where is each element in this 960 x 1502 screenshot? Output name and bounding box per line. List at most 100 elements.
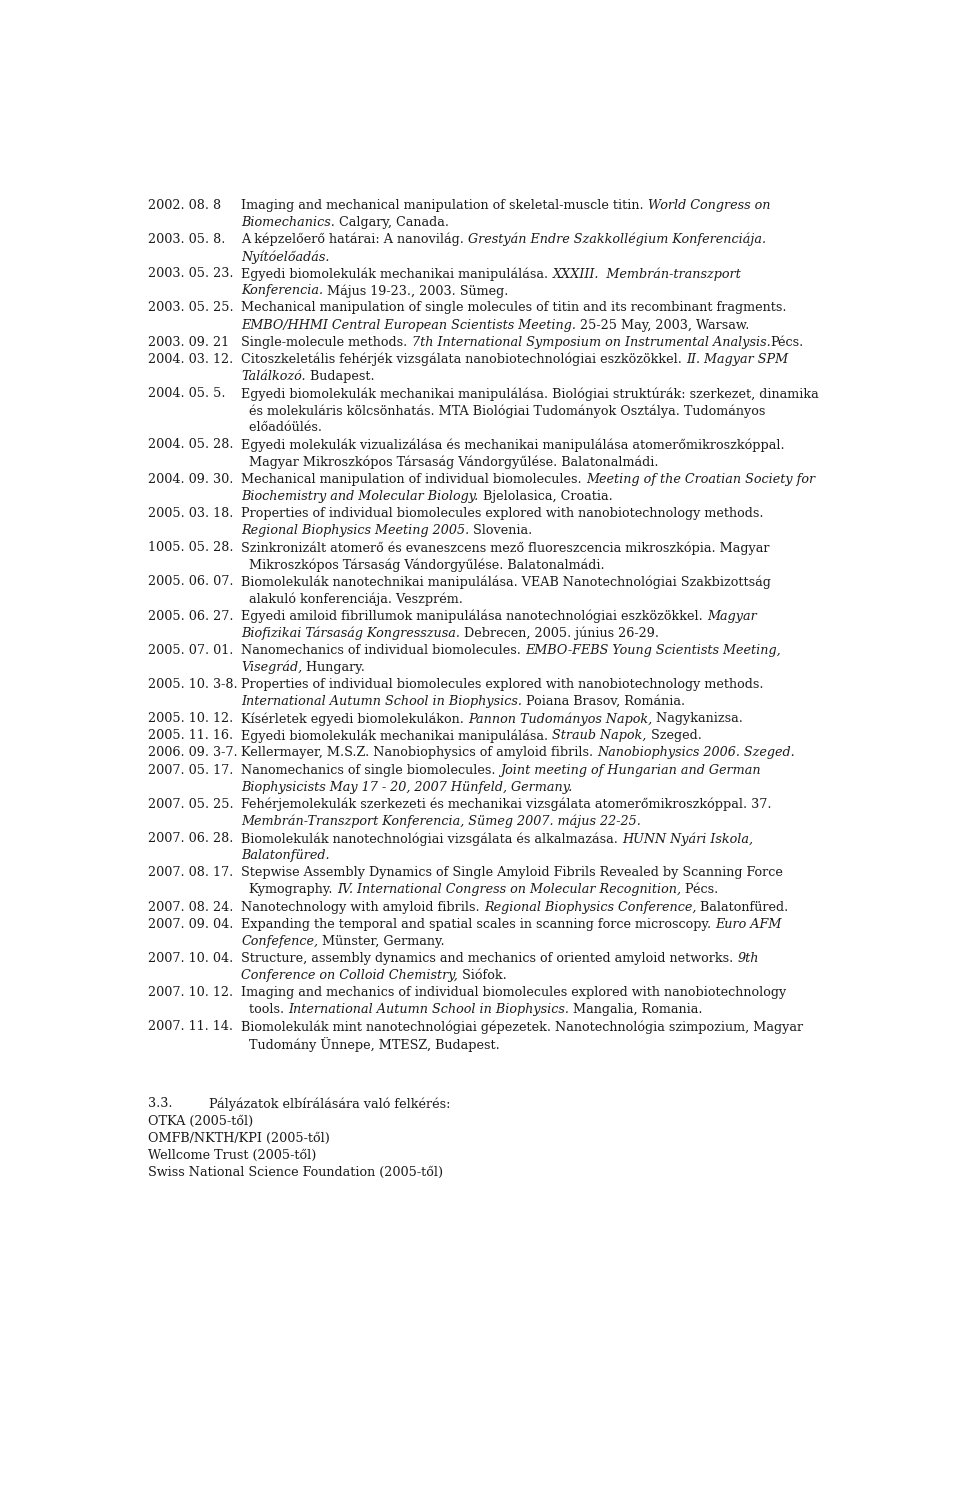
Text: Magyar: Magyar (707, 610, 756, 622)
Text: előadóülés.: előadóülés. (241, 421, 323, 434)
Text: Straub Napok,: Straub Napok, (552, 730, 647, 742)
Text: Single-molecule methods.: Single-molecule methods. (241, 335, 412, 348)
Text: Pannon Tudományos Napok,: Pannon Tudományos Napok, (468, 712, 652, 725)
Text: OMFB/NKTH/KPI (2005-től): OMFB/NKTH/KPI (2005-től) (148, 1131, 330, 1145)
Text: Expanding the temporal and spatial scales in scanning force microscopy.: Expanding the temporal and spatial scale… (241, 918, 715, 931)
Text: Stepwise Assembly Dynamics of Single Amyloid Fibrils Revealed by Scanning Force: Stepwise Assembly Dynamics of Single Amy… (241, 867, 783, 879)
Text: Egyedi biomolekulák mechanikai manipulálása.: Egyedi biomolekulák mechanikai manipulál… (241, 730, 552, 743)
Text: Swiss National Science Foundation (2005-től): Swiss National Science Foundation (2005-… (148, 1166, 444, 1179)
Text: Nanotechnology with amyloid fibrils.: Nanotechnology with amyloid fibrils. (241, 901, 484, 913)
Text: Mechanical manipulation of individual biomolecules.: Mechanical manipulation of individual bi… (241, 473, 586, 485)
Text: 2004. 09. 30.: 2004. 09. 30. (148, 473, 233, 485)
Text: Wellcome Trust (2005-től): Wellcome Trust (2005-től) (148, 1149, 317, 1161)
Text: 9th: 9th (737, 952, 759, 964)
Text: 2004. 05. 28.: 2004. 05. 28. (148, 439, 234, 452)
Text: 2002. 08. 8: 2002. 08. 8 (148, 198, 222, 212)
Text: Szinkronizált atomerő és evaneszcens mező fluoreszcencia mikroszkópia. Magyar: Szinkronizált atomerő és evaneszcens mez… (241, 541, 770, 554)
Text: 25-25 May, 2003, Warsaw.: 25-25 May, 2003, Warsaw. (576, 318, 750, 332)
Text: 2003. 05. 8.: 2003. 05. 8. (148, 233, 226, 246)
Text: Bjelolasica, Croatia.: Bjelolasica, Croatia. (478, 490, 612, 503)
Text: Biophysicists May 17 - 20, 2007 Hünfeld, Germany.: Biophysicists May 17 - 20, 2007 Hünfeld,… (241, 781, 572, 793)
Text: 2007. 06. 28.: 2007. 06. 28. (148, 832, 233, 846)
Text: II. Magyar SPM: II. Magyar SPM (686, 353, 788, 366)
Text: Imaging and mechanical manipulation of skeletal-muscle titin.: Imaging and mechanical manipulation of s… (241, 198, 648, 212)
Text: Siófok.: Siófok. (458, 969, 507, 982)
Text: 2004. 05. 5.: 2004. 05. 5. (148, 388, 226, 400)
Text: 2004. 03. 12.: 2004. 03. 12. (148, 353, 233, 366)
Text: Kísérletek egyedi biomolekulákon.: Kísérletek egyedi biomolekulákon. (241, 712, 468, 725)
Text: Május 19-23., 2003. Sümeg.: Május 19-23., 2003. Sümeg. (324, 284, 509, 297)
Text: Euro AFM: Euro AFM (715, 918, 781, 931)
Text: 2007. 11. 14.: 2007. 11. 14. (148, 1020, 233, 1033)
Text: Biomechanics.: Biomechanics. (241, 216, 335, 228)
Text: OTKA (2005-től): OTKA (2005-től) (148, 1114, 253, 1128)
Text: Joint meeting of Hungarian and German: Joint meeting of Hungarian and German (500, 763, 760, 777)
Text: 3.3.: 3.3. (148, 1098, 173, 1110)
Text: Egyedi biomolekulák mechanikai manipulálása. Biológiai struktúrák: szerkezet, di: Egyedi biomolekulák mechanikai manipulál… (241, 388, 819, 401)
Text: Visegrád,: Visegrád, (241, 661, 302, 674)
Text: Fehérjemolekulák szerkezeti és mechanikai vizsgálata atomerőmikroszkóppal. 37.: Fehérjemolekulák szerkezeti és mechanika… (241, 798, 772, 811)
Text: International Autumn School in Biophysics.: International Autumn School in Biophysic… (288, 1003, 569, 1017)
Text: tools.: tools. (241, 1003, 288, 1017)
Text: HUNN Nyári Iskola,: HUNN Nyári Iskola, (622, 832, 754, 846)
Text: 2007. 09. 04.: 2007. 09. 04. (148, 918, 233, 931)
Text: Hungary.: Hungary. (302, 661, 365, 674)
Text: Debrecen, 2005. június 26-29.: Debrecen, 2005. június 26-29. (460, 626, 660, 640)
Text: XXXIII.  Membrán-transzport: XXXIII. Membrán-transzport (552, 267, 741, 281)
Text: A képzelőerő határai: A nanovilág.: A képzelőerő határai: A nanovilág. (241, 233, 468, 246)
Text: Regional Biophysics Conference,: Regional Biophysics Conference, (484, 901, 696, 913)
Text: Regional Biophysics Meeting 2005.: Regional Biophysics Meeting 2005. (241, 524, 469, 536)
Text: 2005. 03. 18.: 2005. 03. 18. (148, 506, 233, 520)
Text: Membrán-Transzport Konferencia, Sümeg 2007. május 22-25.: Membrán-Transzport Konferencia, Sümeg 20… (241, 816, 641, 829)
Text: 2007. 05. 17.: 2007. 05. 17. (148, 763, 233, 777)
Text: Biofizikai Társaság Kongresszusa.: Biofizikai Társaság Kongresszusa. (241, 626, 460, 640)
Text: Találkozó.: Találkozó. (241, 369, 306, 383)
Text: Nanomechanics of single biomolecules.: Nanomechanics of single biomolecules. (241, 763, 500, 777)
Text: Kymography.: Kymography. (241, 883, 337, 897)
Text: Egyedi molekulák vizualizálása és mechanikai manipulálása atomerőmikroszkóppal.: Egyedi molekulák vizualizálása és mechan… (241, 439, 785, 452)
Text: World Congress on: World Congress on (648, 198, 770, 212)
Text: 2005. 06. 07.: 2005. 06. 07. (148, 575, 234, 589)
Text: IV. International Congress on Molecular Recognition,: IV. International Congress on Molecular … (337, 883, 681, 897)
Text: 2005. 10. 3-8.: 2005. 10. 3-8. (148, 677, 238, 691)
Text: alakuló konferenciája. Veszprém.: alakuló konferenciája. Veszprém. (241, 592, 463, 605)
Text: Properties of individual biomolecules explored with nanobiotechnology methods.: Properties of individual biomolecules ex… (241, 506, 764, 520)
Text: EMBO/HHMI Central European Scientists Meeting.: EMBO/HHMI Central European Scientists Me… (241, 318, 576, 332)
Text: 2007. 08. 24.: 2007. 08. 24. (148, 901, 233, 913)
Text: Tudomány Ünnepe, MTESZ, Budapest.: Tudomány Ünnepe, MTESZ, Budapest. (241, 1038, 500, 1053)
Text: Poiana Brasov, Románia.: Poiana Brasov, Románia. (522, 695, 685, 707)
Text: Mangalia, Romania.: Mangalia, Romania. (569, 1003, 703, 1017)
Text: Pályázatok elbírálására való felkérés:: Pályázatok elbírálására való felkérés: (209, 1098, 451, 1111)
Text: Mikroszkópos Társaság Vándorgyűlése. Balatonalmádi.: Mikroszkópos Társaság Vándorgyűlése. Bal… (241, 559, 605, 572)
Text: Slovenia.: Slovenia. (469, 524, 533, 536)
Text: 2007. 05. 25.: 2007. 05. 25. (148, 798, 234, 811)
Text: 2006. 09. 3-7.: 2006. 09. 3-7. (148, 746, 238, 760)
Text: EMBO-FEBS Young Scientists Meeting,: EMBO-FEBS Young Scientists Meeting, (525, 644, 780, 656)
Text: Balatonfüred.: Balatonfüred. (241, 849, 330, 862)
Text: Pécs.: Pécs. (681, 883, 718, 897)
Text: Biomolekulák nanotechnológiai vizsgálata és alkalmazása.: Biomolekulák nanotechnológiai vizsgálata… (241, 832, 622, 846)
Text: International Autumn School in Biophysics.: International Autumn School in Biophysic… (241, 695, 522, 707)
Text: 7th International Symposium on Instrumental Analysis.: 7th International Symposium on Instrumen… (412, 335, 770, 348)
Text: Konferencia.: Konferencia. (241, 284, 324, 297)
Text: Imaging and mechanics of individual biomolecules explored with nanobiotechnology: Imaging and mechanics of individual biom… (241, 987, 786, 999)
Text: Grestyán Endre Szakkollégium Konferenciája.: Grestyán Endre Szakkollégium Konferenciá… (468, 233, 766, 246)
Text: 2005. 06. 27.: 2005. 06. 27. (148, 610, 234, 622)
Text: Balatonfüred.: Balatonfüred. (696, 901, 788, 913)
Text: Mechanical manipulation of single molecules of titin and its recombinant fragmen: Mechanical manipulation of single molecu… (241, 302, 787, 314)
Text: 2003. 09. 21: 2003. 09. 21 (148, 335, 229, 348)
Text: Münster, Germany.: Münster, Germany. (319, 934, 444, 948)
Text: 2005. 10. 12.: 2005. 10. 12. (148, 712, 233, 725)
Text: Nanomechanics of individual biomolecules.: Nanomechanics of individual biomolecules… (241, 644, 525, 656)
Text: Nagykanizsa.: Nagykanizsa. (652, 712, 743, 725)
Text: 2005. 11. 16.: 2005. 11. 16. (148, 730, 233, 742)
Text: Biomolekulák mint nanotechnológiai gépezetek. Nanotechnológia szimpozium, Magyar: Biomolekulák mint nanotechnológiai gépez… (241, 1020, 804, 1033)
Text: 2007. 10. 04.: 2007. 10. 04. (148, 952, 233, 964)
Text: Pécs.: Pécs. (770, 335, 804, 348)
Text: Confefence,: Confefence, (241, 934, 319, 948)
Text: 2007. 10. 12.: 2007. 10. 12. (148, 987, 233, 999)
Text: 2007. 08. 17.: 2007. 08. 17. (148, 867, 233, 879)
Text: Nanobiophysics 2006. Szeged.: Nanobiophysics 2006. Szeged. (597, 746, 795, 760)
Text: Conference on Colloid Chemistry,: Conference on Colloid Chemistry, (241, 969, 458, 982)
Text: Properties of individual biomolecules explored with nanobiotechnology methods.: Properties of individual biomolecules ex… (241, 677, 764, 691)
